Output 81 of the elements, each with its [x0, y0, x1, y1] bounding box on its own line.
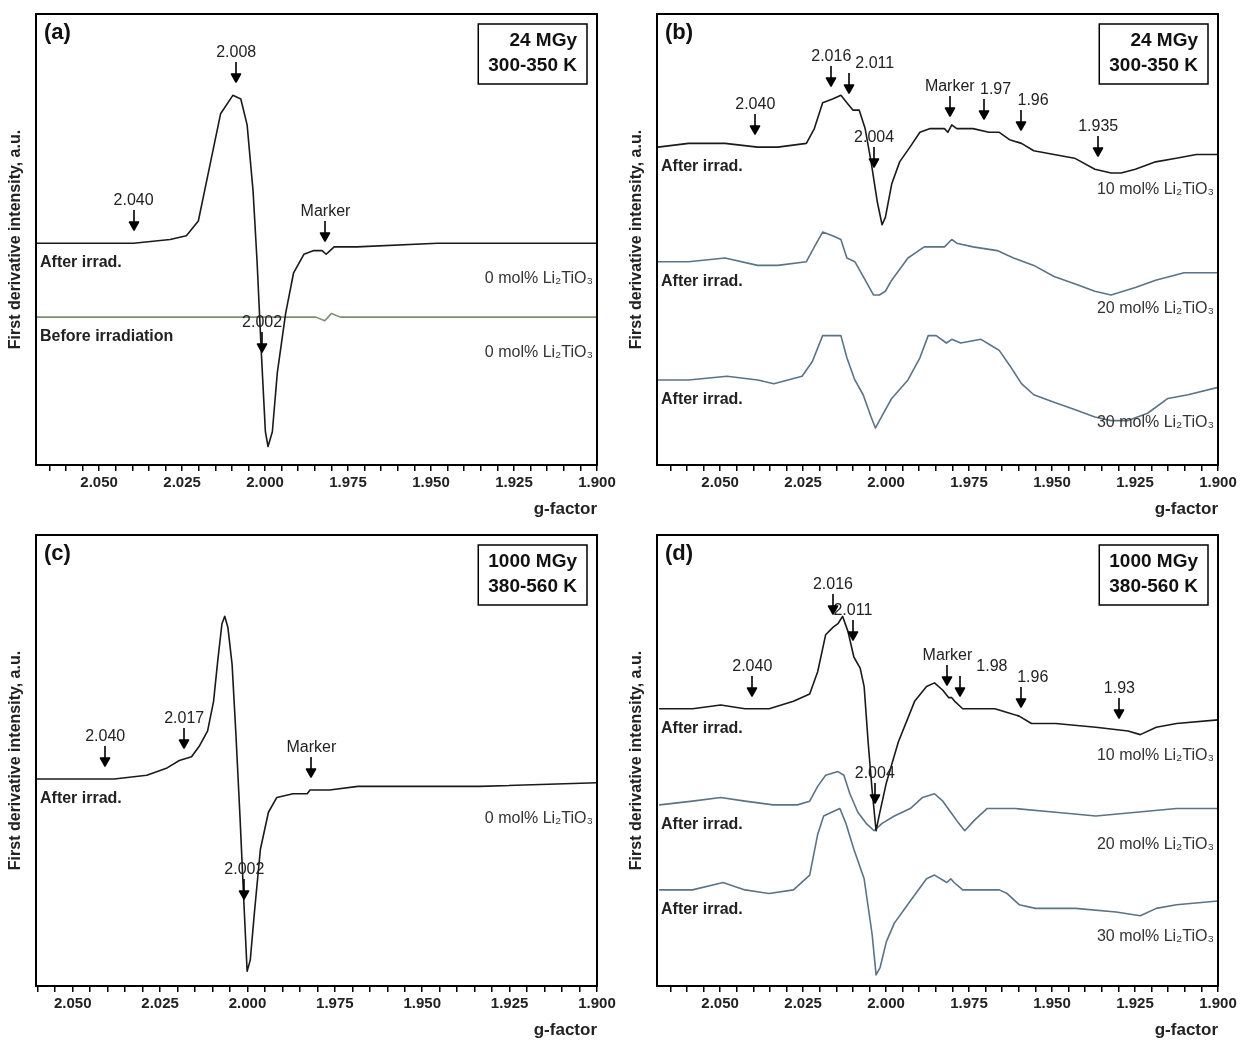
x-tick-label: 2.000 — [867, 994, 905, 1012]
chart-subtitle: 1000 MGy 380-560 K — [1109, 549, 1199, 596]
annotation: After irrad. — [661, 271, 743, 289]
series-label: 0 mol% Li₂TiO₃ — [484, 343, 593, 361]
x-tick-label: 1.925 — [490, 994, 529, 1012]
y-axis-title: First derivative intensity, a.u. — [6, 129, 24, 350]
annotation: 2.040 — [113, 191, 154, 209]
annotation: 1.97 — [979, 80, 1012, 98]
annotation: 2.011 — [833, 601, 873, 619]
annotation: 2.008 — [216, 43, 257, 61]
annotation: Marker — [922, 645, 974, 663]
x-tick-label: 2.000 — [228, 994, 267, 1012]
chart-title: (c) — [44, 540, 71, 566]
x-tick-label: 1.925 — [1116, 473, 1154, 491]
annotation: 2.040 — [735, 95, 776, 113]
series-label: 30 mol% Li₂TiO₃ — [1096, 926, 1214, 944]
annotation: 2.017 — [164, 708, 205, 726]
x-tick-label: 2.050 — [53, 994, 92, 1012]
annotation: After irrad. — [40, 253, 122, 271]
chart-title: (a) — [44, 19, 71, 45]
chart-title: (d) — [665, 540, 694, 566]
annotation: 2.016 — [812, 575, 854, 593]
annotation: Marker — [286, 738, 337, 756]
series-label: 0 mol% Li₂TiO₃ — [484, 269, 593, 287]
chart-subtitle: 1000 MGy 380-560 K — [488, 549, 578, 596]
y-axis-title: First derivative intensity, a.u. — [627, 650, 645, 871]
x-tick-label: 2.025 — [784, 473, 822, 491]
series-label: 10 mol% Li₂TiO₃ — [1096, 745, 1214, 763]
x-tick-label: 1.975 — [316, 994, 354, 1012]
x-tick-label: 1.950 — [412, 473, 450, 491]
annotation: 2.011 — [855, 54, 895, 72]
x-tick-label: 1.950 — [403, 994, 442, 1012]
y-axis-title: First derivative intensity, a.u. — [627, 129, 645, 350]
annotation: 2.040 — [732, 656, 773, 674]
series-label: 0 mol% Li₂TiO₃ — [484, 808, 593, 826]
annotation: 1.96 — [1017, 91, 1049, 109]
annotation: 2.016 — [811, 47, 852, 65]
series-label: 20 mol% Li₂TiO₃ — [1096, 298, 1214, 316]
annotation: 1.96 — [1017, 667, 1049, 685]
annotation: After irrad. — [661, 389, 743, 407]
series-label: 10 mol% Li₂TiO₃ — [1096, 180, 1214, 198]
annotation: Marker — [300, 202, 352, 220]
x-axis-title: g-factor — [533, 499, 598, 519]
x-tick-label: 1.950 — [1033, 994, 1071, 1012]
annotation: After irrad. — [661, 899, 743, 917]
x-tick-label: 1.900 — [578, 473, 616, 491]
x-tick-label: 2.050 — [701, 473, 739, 491]
x-tick-label: 1.925 — [1116, 994, 1154, 1012]
x-tick-label: 2.050 — [701, 994, 739, 1012]
x-axis-title: g-factor — [1154, 499, 1219, 519]
annotation: 1.93 — [1103, 678, 1136, 696]
x-tick-label: 2.000 — [867, 473, 905, 491]
chart-subtitle: 24 MGy 300-350 K — [488, 28, 578, 75]
series-label: 20 mol% Li₂TiO₃ — [1096, 834, 1214, 852]
x-tick-label: 2.050 — [80, 473, 118, 491]
y-axis-title: First derivative intensity, a.u. — [6, 650, 24, 871]
annotation: 1.98 — [976, 656, 1008, 674]
chart-title: (b) — [665, 19, 694, 45]
annotation: Marker — [924, 76, 976, 94]
x-tick-label: 1.925 — [495, 473, 533, 491]
annotation: Before irradiation — [40, 327, 174, 345]
x-tick-label: 1.975 — [950, 473, 988, 491]
chart-subtitle: 24 MGy 300-350 K — [1109, 28, 1199, 75]
x-tick-label: 1.900 — [1199, 473, 1237, 491]
annotation: 2.040 — [85, 726, 126, 744]
x-tick-label: 2.025 — [784, 994, 822, 1012]
annotation: After irrad. — [661, 718, 743, 736]
annotation: After irrad. — [661, 157, 743, 175]
annotation: After irrad. — [40, 788, 122, 806]
x-tick-label: 1.900 — [1199, 994, 1237, 1012]
x-tick-label: 1.975 — [950, 994, 988, 1012]
x-tick-label: 2.000 — [246, 473, 284, 491]
annotation: After irrad. — [661, 814, 743, 832]
x-axis-title: g-factor — [1154, 1020, 1219, 1040]
x-tick-label: 1.975 — [329, 473, 367, 491]
annotation: 1.935 — [1078, 117, 1119, 135]
x-tick-label: 1.950 — [1033, 473, 1071, 491]
x-tick-label: 2.025 — [141, 994, 179, 1012]
x-tick-label: 1.900 — [578, 994, 616, 1012]
x-tick-label: 2.025 — [163, 473, 201, 491]
x-axis-title: g-factor — [533, 1020, 598, 1040]
